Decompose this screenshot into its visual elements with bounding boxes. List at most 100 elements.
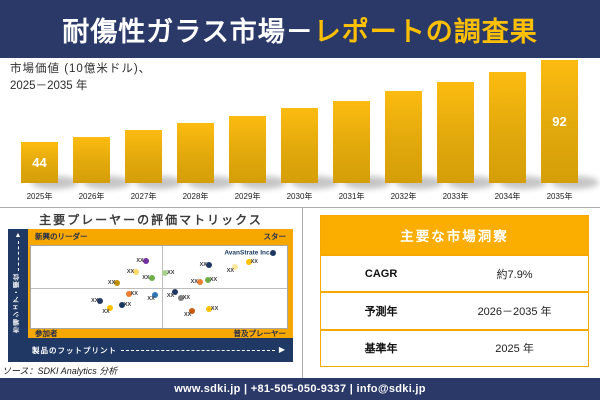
scatter-point-label: XX [167,269,175,276]
scatter-point: XX [102,304,114,315]
scatter-point-label: XX [226,267,235,274]
quadrant-label-emerging-leaders: 新興のリーダー [35,232,88,242]
x-tick-label: 2026年 [78,192,105,201]
scatter-point-label: XX [190,278,198,285]
chart-subtitle: 市場価値 (10億米ドル)、 2025－2035 年 [10,61,151,94]
scatter-point: XX [147,292,159,302]
bar-2031年 [333,101,370,183]
scatter-point-label: XX [199,261,207,268]
matrix-top-band: 新興のリーダー スター [28,229,293,245]
report-title-banner: 耐傷性ガラス市場－ レポートの調査果 [0,0,600,58]
scatter-point-label: XX [166,293,175,300]
scatter-point: XX [184,307,196,318]
bar-chart: 市場価値 (10億米ドル)、 2025－2035 年 44 2025年 2026年 2… [0,58,600,207]
chart-subtitle-line2: 2025－2035 年 [10,79,88,92]
scatter-point: XX [245,259,258,266]
x-axis-dashed-line [121,349,275,351]
scatter-point: AvanStrate Inc. [224,249,277,256]
scatter-point-label: XX [184,311,192,318]
bar-2030年 [281,108,318,183]
scatter-point-label: XX [210,306,219,313]
scatter-point: XX [204,277,217,284]
scatter-point: XX [118,301,131,308]
scatter-point-label-avanstrate: AvanStrate Inc. [224,249,272,257]
scatter-point: XX [125,291,138,298]
footer-contact-bar: www.sdki.jp | +81-505-050-9337 | info@sd… [0,378,600,400]
scatter-point-label: XX [130,291,138,298]
y-axis-dashed-line [17,241,19,271]
scatter-point: XX [205,306,218,313]
matrix-y-axis-label: 市場シェア・順位 [14,273,21,333]
insight-row: 基準年 2025 年 [321,328,588,366]
insight-value: 2026－2035 年 [477,305,552,318]
scatter-point-label: XX [123,301,132,308]
insight-label: 予測年 [364,305,398,318]
scatter-point-label: XX [250,259,258,266]
bar-2035年: 92 [541,60,578,183]
vertical-divider [302,207,303,378]
scatter-point-label: XX [182,295,191,302]
scatter-point: XX [136,257,149,264]
bar-2033年 [437,82,474,183]
x-tick-label: 2031年 [338,192,365,201]
scatter-point: XX [162,269,174,276]
insight-label: CAGR [364,267,398,280]
arrow-up-icon: ▲ [14,232,22,239]
chart-subtitle-line1: 市場価値 (10億米ドル)、 [10,63,152,75]
report-title-main: 耐傷性ガラス市場－ [62,16,314,47]
matrix-bottom-band: 参加者 普及プレーヤー [28,329,293,338]
x-tick-label: 2032年 [390,192,417,201]
bars-layer: 44 2025年 2026年 2027年 2028年 2029年 2030年 2031年 203… [0,58,600,207]
scatter-point-label: XX [209,277,218,284]
source-note: ソース：SDKI Analytics 分析 [2,366,118,376]
bar-value-label: 44 [32,155,47,170]
insight-label: 基準年 [364,343,398,356]
bar-value-label: 92 [552,114,567,129]
scatter-point-label: XX [107,280,116,287]
bar-2029年 [229,116,266,183]
key-market-insights-table: 主要な市場洞察 CAGR 約7.9% 予測年 2026－2035 年基準年 2025 年 [320,215,589,367]
x-tick-label: 2027年 [130,192,157,201]
insight-row: 予測年 2026－2035 年 [321,291,588,328]
x-tick-label: 2034年 [494,192,521,201]
x-tick-label: 2025年 [26,192,53,201]
scatter-point-label: XX [102,308,110,315]
bar-2026年 [73,137,110,183]
quadrant-divider-horizontal [31,287,287,289]
scatter-point: XX [227,263,238,274]
quadrant-label-stars: スター [263,232,287,242]
scatter-point-label: XX [126,268,135,275]
matrix-x-axis: 製品のフットプリント ▶ [8,338,293,362]
scatter-point-label: XX [91,297,99,304]
matrix-y-axis: ▲ 市場シェア・順位 [8,229,28,338]
bar-2028年 [177,123,214,183]
report-title-accent: レポートの調査果 [313,16,538,47]
matrix-plot-area: XX XX XX XX XX XX XX XX AvanStrate Inc. XX XX XX XX X… [30,245,288,329]
quadrant-label-participants: 参加者 [35,328,58,338]
insights-header: 主要な市場洞察 [321,216,588,254]
matrix-x-axis-label: 製品のフットプリント [32,345,117,355]
quadrant-label-pervasive-players: 普及プレーヤー [233,328,287,338]
scatter-point: XX [91,297,104,304]
scatter-point-label: XX [142,275,150,282]
scatter-point: XX [127,268,140,275]
x-tick-label: 2029年 [234,192,261,201]
insights-rows: CAGR 約7.9% 予測年 2026－2035 年基準年 2025 年 [321,254,588,366]
insight-value: 約7.9% [496,268,533,281]
scatter-point-label: XX [136,257,144,264]
x-tick-label: 2033年 [442,192,469,201]
scatter-point: XX [191,278,203,285]
insight-value: 2025 年 [495,343,534,356]
arrow-right-icon: ▶ [278,345,285,354]
x-tick-label: 2030年 [286,192,313,201]
quadrant-divider-vertical [161,246,163,328]
x-tick-label: 2035年 [546,192,573,201]
bar-2027年 [125,130,162,183]
x-tick-label: 2028年 [182,192,209,201]
matrix-title: 主要プレーヤーの評価マトリックス [39,213,263,227]
bar-2025年: 44 [21,142,58,183]
bar-2034年 [489,72,526,183]
scatter-point: XX [167,289,178,299]
player-evaluation-matrix: ▲ 市場シェア・順位 新興のリーダー スター XX XX XX XX XX XX XX XX A… [8,229,293,362]
scatter-point-label: XX [147,296,155,303]
